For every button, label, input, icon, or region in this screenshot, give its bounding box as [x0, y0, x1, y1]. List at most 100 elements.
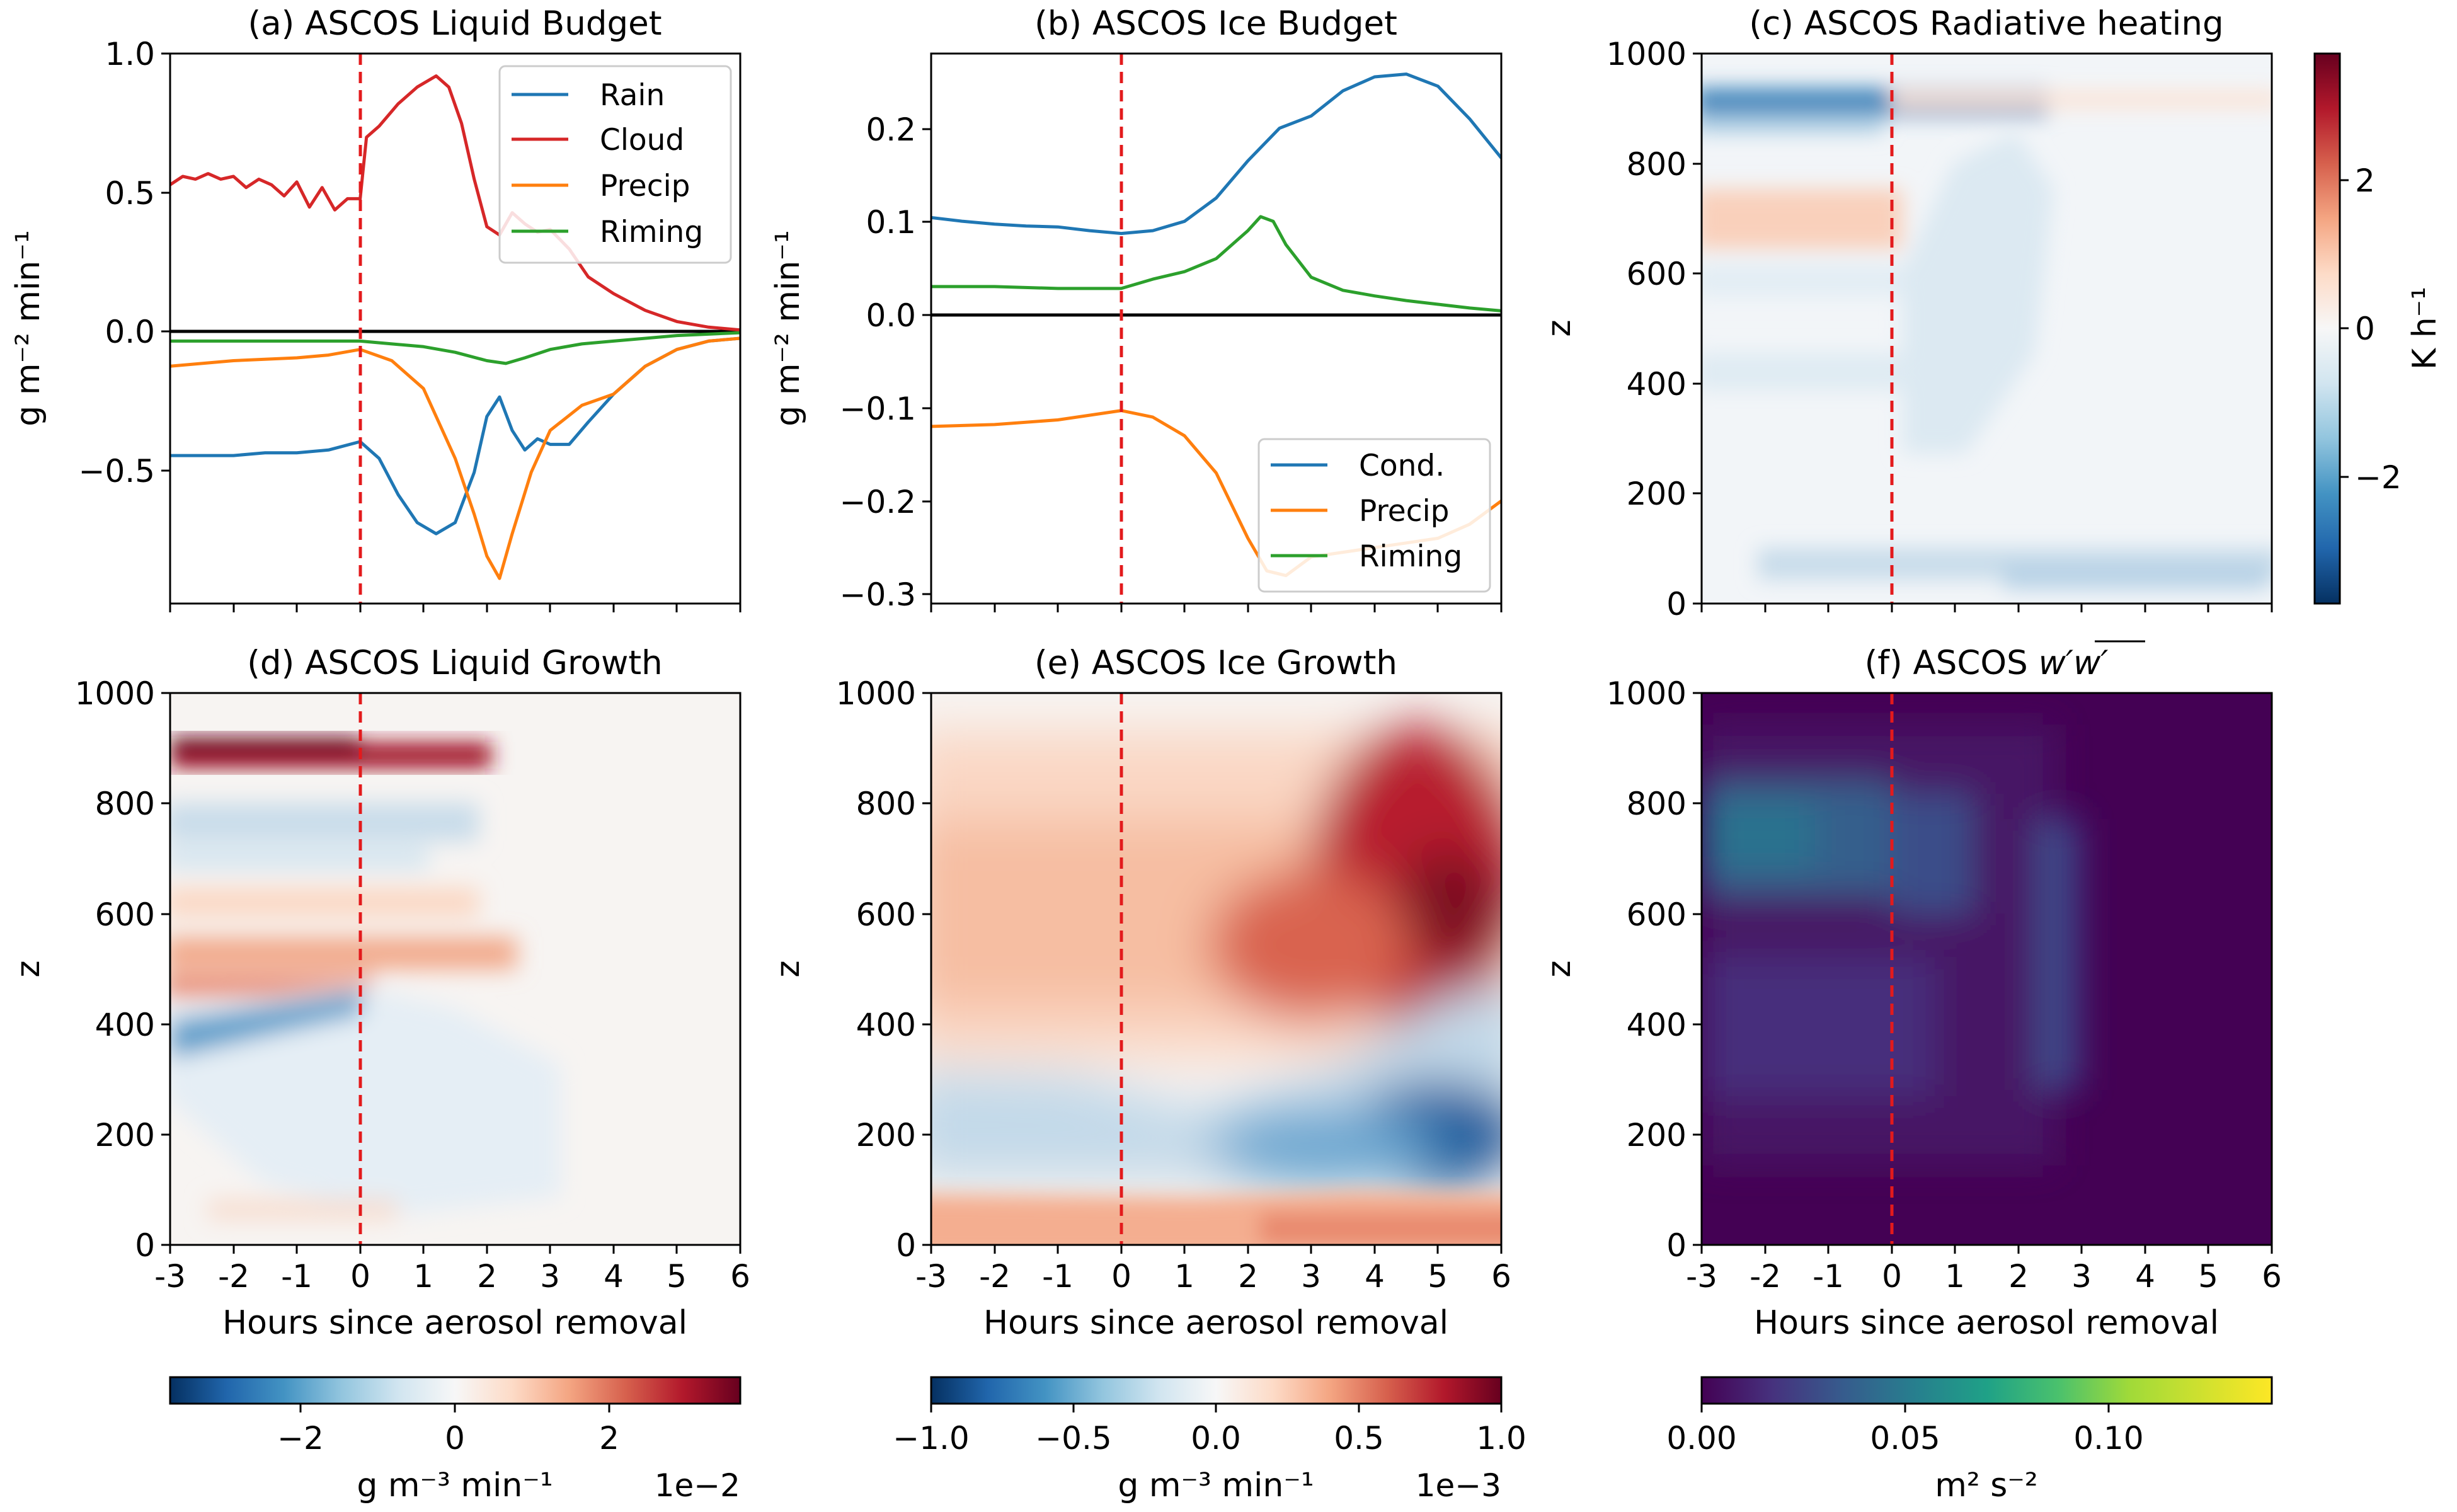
colorbar-tick-label: 2 — [599, 1420, 619, 1457]
y-tick-label: 0.2 — [866, 112, 916, 148]
colorbar-tick-label: 0.00 — [1666, 1420, 1736, 1457]
colorbar-d-offset: 1e−2 — [655, 1467, 740, 1504]
x-tick-label: 0 — [350, 1258, 370, 1295]
panel-a-ylabel: g m⁻² min⁻¹ — [9, 230, 47, 426]
colorbar-tick-label: −0.5 — [1035, 1420, 1111, 1457]
heatmap-feature — [1702, 353, 1903, 391]
y-tick-label: −0.5 — [79, 453, 155, 490]
panel-c-frame — [1700, 52, 2273, 605]
x-tick-label: 3 — [2071, 1258, 2092, 1295]
heatmap-feature — [1702, 265, 1903, 296]
z-tick-label: 600 — [1627, 256, 1687, 292]
x-tick-label: 4 — [1365, 1258, 1385, 1295]
panel-e-title: (e) ASCOS Ice Growth — [1034, 644, 1397, 682]
z-tick-label: 1000 — [1606, 36, 1687, 72]
colorbar-tick-label: −2 — [2355, 459, 2402, 496]
colorbar-d-label: g m⁻³ min⁻¹ — [357, 1467, 553, 1504]
heatmap-feature — [1260, 1213, 1501, 1244]
legend-label-riming: Riming — [1359, 539, 1462, 574]
panel-f-x-ticks — [1700, 1245, 2273, 1254]
colorbar-tick-label: 0.05 — [1870, 1420, 1940, 1457]
x-tick-label: 4 — [2135, 1258, 2155, 1295]
heatmap-feature — [170, 737, 359, 755]
heatmap-feature — [208, 1200, 397, 1219]
x-tick-label: 6 — [2262, 1258, 2282, 1295]
legend-b: Cond. Precip Riming — [1257, 438, 1491, 593]
colorbar-e-label: g m⁻³ min⁻¹ — [1118, 1467, 1314, 1504]
panel-e-xlabel: Hours since aerosol removal — [983, 1304, 1448, 1342]
panel-b-x-ticks — [930, 604, 1503, 612]
panel-c-x-ticks — [1700, 604, 2273, 612]
x-tick-label: -1 — [1813, 1258, 1844, 1295]
heatmap-feature — [1210, 869, 1411, 1021]
panel-d-y-ticks — [161, 692, 170, 1246]
heatmap-feature — [2035, 819, 2079, 1090]
panel-c: (c) ASCOS Radiative heating — [1540, 4, 2444, 622]
series-line-precip — [170, 336, 740, 580]
colorbar-tick-label: 0.10 — [2073, 1420, 2143, 1457]
panel-e-frame — [930, 692, 1503, 1246]
panel-d-frame — [169, 692, 742, 1246]
heatmap-feature — [170, 803, 479, 841]
heatmap-f — [1702, 693, 2272, 1245]
heatmap-feature — [1392, 850, 1501, 964]
colorbar-c: 2 0 −2 K h⁻¹ — [2313, 52, 2444, 605]
panel-a-x-ticks — [169, 604, 742, 612]
z-tick-label: 800 — [856, 786, 916, 822]
legend-label-rain: Rain — [600, 78, 665, 113]
panel-c-ylabel: z — [1540, 319, 1578, 336]
z-tick-label: 400 — [856, 1007, 916, 1043]
panel-c-title: (c) ASCOS Radiative heating — [1749, 4, 2223, 43]
x-tick-label: 1 — [413, 1258, 433, 1295]
x-tick-label: -1 — [1042, 1258, 1074, 1295]
legend-label-cloud: Cloud — [600, 123, 684, 158]
y-tick-label: 0.0 — [105, 314, 155, 350]
x-tick-label: 4 — [604, 1258, 624, 1295]
panel-d-x-ticks — [169, 1245, 742, 1254]
x-tick-label: 6 — [730, 1258, 750, 1295]
y-tick-label: −0.2 — [840, 484, 916, 520]
x-tick-label: -3 — [1686, 1258, 1717, 1295]
legend-label-cond: Cond. — [1359, 449, 1445, 483]
y-tick-label: 0.0 — [866, 297, 916, 334]
colorbar-tick-label: 1.0 — [1476, 1420, 1526, 1457]
z-tick-label: 400 — [95, 1007, 155, 1043]
z-tick-label: 800 — [95, 786, 155, 822]
heatmap-feature — [170, 888, 479, 917]
heatmap-feature — [1210, 1109, 1436, 1184]
panel-e-y-ticks — [922, 692, 931, 1246]
x-tick-label: 0 — [1882, 1258, 1902, 1295]
heatmap-c — [1702, 54, 2272, 604]
heatmap-feature — [170, 992, 362, 1058]
heatmap-feature — [1891, 794, 1973, 914]
z-tick-label: 800 — [1627, 786, 1687, 822]
panel-a: (a) ASCOS Liquid Budget 1.0 0.5 0.0 −0.5 — [9, 4, 742, 612]
x-tick-label: 3 — [540, 1258, 560, 1295]
x-tick-label: -1 — [281, 1258, 312, 1295]
panel-a-y-ticks — [161, 52, 170, 472]
heatmap-feature — [1702, 800, 1815, 869]
y-tick-label: −0.1 — [840, 391, 916, 427]
x-tick-label: 1 — [1945, 1258, 1965, 1295]
colorbar-tick-label: −1.0 — [893, 1420, 969, 1457]
panel-b-title: (b) ASCOS Ice Budget — [1034, 4, 1397, 43]
legend-label-precip: Precip — [1359, 494, 1449, 529]
panel-b-ylabel: g m⁻² min⁻¹ — [769, 230, 807, 426]
x-tick-label: 5 — [1428, 1258, 1448, 1295]
panel-a-title: (a) ASCOS Liquid Budget — [248, 4, 662, 43]
colorbar-e: −1.0 −0.5 0.0 0.5 1.0 g m⁻³ min⁻¹ 1e−3 — [893, 1376, 1526, 1504]
z-tick-label: 600 — [95, 896, 155, 933]
series-line-rain — [170, 336, 740, 536]
x-tick-label: 1 — [1174, 1258, 1194, 1295]
heatmap-d — [170, 693, 740, 1245]
panel-e-x-ticks — [930, 1245, 1503, 1254]
z-tick-label: 800 — [1627, 146, 1687, 183]
heatmap-feature — [2003, 564, 2268, 589]
z-tick-label: 600 — [856, 896, 916, 933]
panel-b-frame — [930, 52, 1503, 605]
panel-b-y-ticks — [922, 128, 931, 595]
z-tick-label: 0 — [896, 1227, 916, 1264]
x-tick-label: 5 — [2198, 1258, 2218, 1295]
colorbar-tick-label: 0 — [2355, 311, 2375, 347]
x-tick-label: 3 — [1301, 1258, 1321, 1295]
